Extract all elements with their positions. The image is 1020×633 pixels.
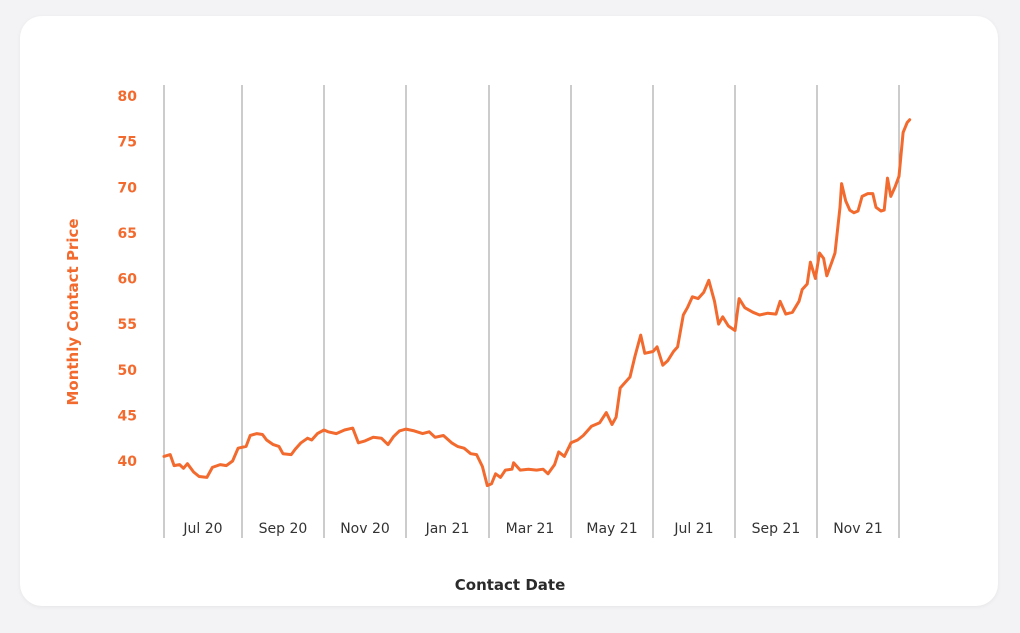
x-tick-label: Jul 21 (673, 521, 713, 537)
y-tick-label: 50 (118, 363, 138, 379)
y-tick-label: 70 (118, 180, 138, 196)
x-tick-label: Nov 20 (340, 521, 390, 537)
x-tick-label: Jul 20 (182, 521, 222, 537)
y-axis-ticks: 40 45 50 55 60 65 70 75 80 (118, 89, 138, 470)
x-tick-label: Nov 21 (833, 521, 883, 537)
x-tick-label: Sep 21 (752, 521, 801, 537)
y-tick-label: 45 (118, 408, 137, 424)
chart-card (20, 16, 998, 606)
x-tick-label: Mar 21 (506, 521, 555, 537)
y-tick-label: 60 (118, 272, 138, 288)
y-tick-label: 80 (118, 89, 138, 105)
x-tick-label: May 21 (586, 521, 637, 537)
x-axis-ticks: Jul 20 Sep 20 Nov 20 Jan 21 Mar 21 May 21 Jul … (182, 521, 882, 537)
y-tick-label: 65 (118, 226, 137, 242)
x-axis-label: Contact Date (455, 576, 566, 594)
y-tick-label: 55 (118, 317, 137, 333)
y-tick-label: 75 (118, 135, 137, 151)
y-tick-label: 40 (118, 454, 138, 470)
x-tick-label: Jan 21 (425, 521, 470, 537)
grid-lines (163, 85, 900, 538)
price-line (162, 118, 912, 488)
x-tick-label: Sep 20 (259, 521, 308, 537)
y-axis-label: Monthly Contact Price (64, 218, 82, 405)
